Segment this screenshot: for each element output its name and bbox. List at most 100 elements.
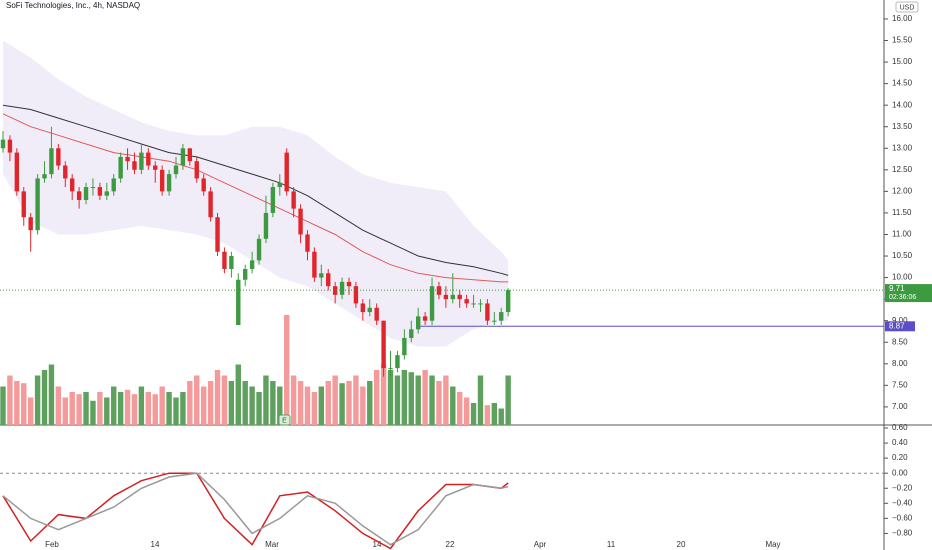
- candle-body: [201, 178, 206, 192]
- candle-body: [208, 191, 213, 218]
- candle-body: [7, 139, 13, 153]
- candle-body: [166, 174, 172, 192]
- y-tick-label: 13.50: [892, 122, 913, 131]
- oscillator-line: [2, 472, 509, 546]
- candle-body: [270, 187, 276, 213]
- volume-bar: [353, 375, 359, 425]
- volume-bar: [7, 375, 13, 425]
- candle-body: [111, 178, 116, 192]
- volume-bar: [380, 364, 387, 425]
- y-tick-label: 16.00: [892, 14, 913, 23]
- volume-bar: [339, 383, 345, 425]
- earnings-box: [278, 414, 291, 426]
- last-price-box: [885, 284, 932, 303]
- candle-body: [215, 217, 220, 252]
- oscillator-line: [2, 472, 509, 550]
- candle-body: [505, 290, 511, 313]
- candle-body: [63, 165, 68, 179]
- candle-body: [374, 307, 379, 321]
- volume-bar: [284, 315, 290, 425]
- volume-bar: [187, 381, 193, 425]
- y-tick-label: 15.00: [892, 57, 913, 66]
- candle-body: [249, 260, 255, 269]
- last-price-label: 9.71: [889, 284, 905, 293]
- candle-body: [339, 281, 345, 295]
- volume-bar: [290, 375, 297, 425]
- y-tick-label: 11.50: [892, 208, 912, 217]
- volume-bar: [367, 381, 373, 425]
- volume-bar: [297, 381, 304, 425]
- volume-bar: [318, 386, 325, 425]
- volume-bar: [200, 386, 207, 425]
- volume-bar: [408, 372, 414, 425]
- candle-body: [388, 368, 393, 370]
- x-tick-label: Mar: [265, 540, 279, 549]
- candle-body: [457, 294, 462, 300]
- volume-bar: [242, 381, 248, 425]
- y-tick-label: 12.00: [892, 186, 913, 195]
- candle-body: [422, 316, 428, 321]
- volume-bar: [173, 397, 179, 425]
- candle-body: [187, 148, 193, 162]
- candle-body: [499, 312, 504, 321]
- candle-body: [97, 187, 103, 196]
- osc-y-tick-label: 0.20: [892, 453, 908, 462]
- candle-body: [194, 161, 199, 179]
- candle-body: [90, 187, 96, 189]
- candle-body: [409, 329, 414, 338]
- candle-body: [471, 303, 476, 305]
- candle-body: [305, 234, 310, 252]
- x-tick-label: 20: [677, 540, 686, 549]
- y-tick-label: 14.50: [892, 79, 913, 88]
- candle-body: [125, 156, 130, 162]
- candle-body: [21, 191, 26, 218]
- volume-bar: [207, 381, 214, 425]
- volume-bar: [194, 375, 200, 425]
- volume-bar: [373, 370, 380, 425]
- y-tick-label: 8.00: [892, 359, 908, 368]
- candle-body: [381, 320, 386, 369]
- candle-body: [104, 191, 109, 196]
- volume-bar: [429, 375, 435, 425]
- y-tick-label: 14.00: [892, 100, 913, 109]
- volume-bar: [235, 364, 241, 425]
- candle-body: [332, 286, 338, 295]
- x-tick-label: 14: [373, 540, 382, 549]
- candle-body: [28, 217, 33, 231]
- osc-y-tick-label: 0.60: [892, 423, 908, 432]
- x-tick-label: 14: [151, 540, 160, 549]
- candle-body: [360, 303, 366, 313]
- candle-body: [450, 294, 455, 300]
- volume-bar: [0, 386, 6, 425]
- osc-y-tick-label: −0.80: [892, 529, 913, 538]
- candle-body: [49, 148, 54, 175]
- candle-body: [291, 191, 296, 209]
- y-tick-label: 15.50: [892, 36, 913, 45]
- volume-bar: [83, 392, 89, 425]
- volume-bar: [270, 381, 276, 425]
- volume-bar: [90, 400, 96, 425]
- volume-bar: [498, 408, 504, 425]
- candle-body: [402, 337, 407, 356]
- earnings-marker: E: [282, 417, 287, 424]
- volume-bar: [152, 394, 158, 425]
- chart-title: SoFi Technologies, Inc., 4h, NASDAQ: [6, 1, 140, 10]
- candle-body: [284, 152, 289, 192]
- volume-bar: [436, 381, 442, 425]
- candle-body: [367, 307, 372, 313]
- volume-bar: [117, 392, 124, 425]
- volume-bar: [27, 397, 34, 425]
- candle-body: [180, 148, 186, 166]
- volume-bar: [332, 375, 338, 425]
- candle-body: [416, 316, 421, 330]
- volume-bar: [457, 392, 463, 425]
- candle-body: [346, 281, 352, 287]
- candle-body: [464, 299, 469, 304]
- volume-bar: [263, 375, 269, 425]
- price-line-label: 8.87: [889, 321, 905, 330]
- volume-bar: [48, 364, 55, 425]
- volume-bar: [104, 397, 110, 425]
- volume-bar: [450, 386, 456, 425]
- volume-bar: [159, 386, 165, 425]
- volume-bar: [14, 381, 20, 425]
